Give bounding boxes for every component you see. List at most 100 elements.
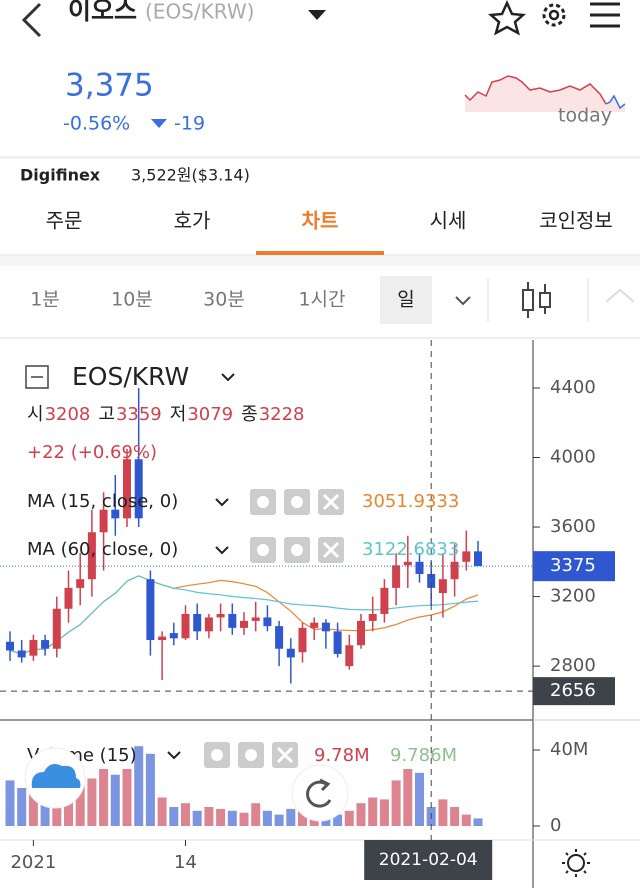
collapse-box[interactable] [25, 365, 49, 389]
current-price: 3,375 [65, 68, 154, 104]
chart-type-icon[interactable] [522, 282, 551, 318]
reset-button[interactable] [291, 764, 349, 822]
dropdown[interactable] [308, 10, 326, 20]
exchange-name: Digifinex [20, 166, 101, 185]
candle-body [29, 640, 38, 656]
y-tick-label: 4400 [550, 377, 596, 398]
icon-glyph [257, 496, 269, 508]
volume-tick-label: 0 [550, 815, 561, 836]
candle-body [181, 613, 190, 639]
volume-bar [5, 780, 15, 826]
volume-bar [356, 803, 366, 826]
volume-bar [286, 808, 296, 826]
candle-body [403, 561, 412, 566]
down-arrow [151, 119, 167, 128]
ohlc-label: 저 [170, 404, 187, 425]
volume-bar [40, 791, 50, 826]
candle-body [64, 587, 73, 609]
interval[interactable]: 1시간 [298, 289, 345, 311]
volume-settings[interactable] [238, 742, 264, 768]
x-tick-label: 2021 [10, 852, 56, 873]
theme-icon[interactable] [562, 849, 590, 877]
volume-bar [157, 797, 167, 826]
ohlc-value: 3228 [259, 404, 305, 425]
candle-body [216, 613, 225, 618]
sparkline-label: today [558, 105, 612, 127]
change-amount: -19 [174, 113, 205, 135]
volume-ma-value: 9.786M [390, 745, 457, 766]
y-tick-label: 3600 [550, 516, 596, 537]
ohlc-label: 고 [98, 404, 115, 425]
tab[interactable]: 주문 [46, 209, 83, 233]
volume-bar [415, 772, 424, 826]
volume-remove[interactable] [272, 742, 298, 768]
candle-body [321, 622, 330, 632]
interval-dropdown[interactable] [455, 296, 471, 306]
collapse-icon[interactable] [605, 288, 635, 303]
last-price-box [533, 551, 615, 582]
interval[interactable]: 10분 [111, 289, 153, 311]
volume-bar [75, 776, 85, 826]
volume-bar [344, 810, 354, 826]
candle-body [111, 509, 120, 519]
tab[interactable]: 코인정보 [539, 209, 613, 233]
cloud-button[interactable] [24, 747, 86, 809]
plot [5, 387, 483, 826]
candle-body [169, 633, 178, 639]
volume-bar [251, 803, 261, 826]
volume-bar [227, 810, 237, 826]
interval[interactable]: 일 [397, 289, 414, 311]
chart-title: EOS/KRW [72, 362, 189, 391]
menu-icon[interactable] [590, 2, 620, 28]
candle-body [17, 650, 26, 658]
gap [0, 256, 640, 266]
interval[interactable]: 1분 [30, 289, 60, 311]
crosshair-x-box [364, 840, 493, 880]
favorite-icon[interactable] [487, 0, 527, 36]
tab[interactable]: 호가 [174, 209, 211, 233]
volume-visibility[interactable] [204, 742, 230, 768]
active-interval-bg [380, 276, 432, 324]
divider [0, 156, 640, 159]
volume-bar [192, 810, 202, 826]
ohlc-value: 3208 [45, 404, 91, 425]
indicator-dropdown[interactable] [215, 498, 229, 507]
candle-body [228, 613, 237, 628]
tab[interactable]: 차트 [302, 209, 339, 233]
candle-body [134, 459, 143, 519]
volume-bar [204, 807, 214, 826]
indicator-dropdown[interactable] [215, 546, 229, 555]
volume-bar [17, 788, 27, 826]
candle-body [76, 579, 85, 588]
volume-dropdown[interactable] [167, 751, 181, 760]
candle-body [41, 640, 50, 649]
change-percent: -0.56% [63, 113, 130, 135]
settings-icon[interactable] [542, 3, 566, 27]
candle-body [240, 620, 248, 628]
tab[interactable]: 시세 [430, 209, 467, 233]
volume-bar [181, 803, 190, 826]
ohlc-label: 시 [27, 404, 44, 425]
candle-body [310, 622, 319, 628]
volume-bar [122, 769, 132, 826]
y-tick-label: 2800 [550, 655, 596, 676]
volume-value: 9.78M [314, 745, 370, 766]
candle-body [345, 645, 354, 667]
candle-body [193, 613, 202, 632]
volume-bar [99, 769, 109, 826]
interval[interactable]: 30분 [203, 289, 245, 311]
back-button[interactable] [21, 2, 42, 38]
volume-bar [169, 807, 179, 826]
candle-body [415, 561, 424, 574]
candle-body [368, 613, 377, 621]
symbol-dropdown[interactable] [221, 373, 235, 382]
icon-glyph [291, 496, 303, 508]
ohlc-value: 3079 [187, 404, 233, 425]
tab-underline [256, 251, 384, 255]
candle-body [87, 532, 96, 580]
candle-body [286, 648, 295, 658]
ohlc-label: 종 [241, 404, 258, 425]
candle-body [450, 561, 459, 580]
